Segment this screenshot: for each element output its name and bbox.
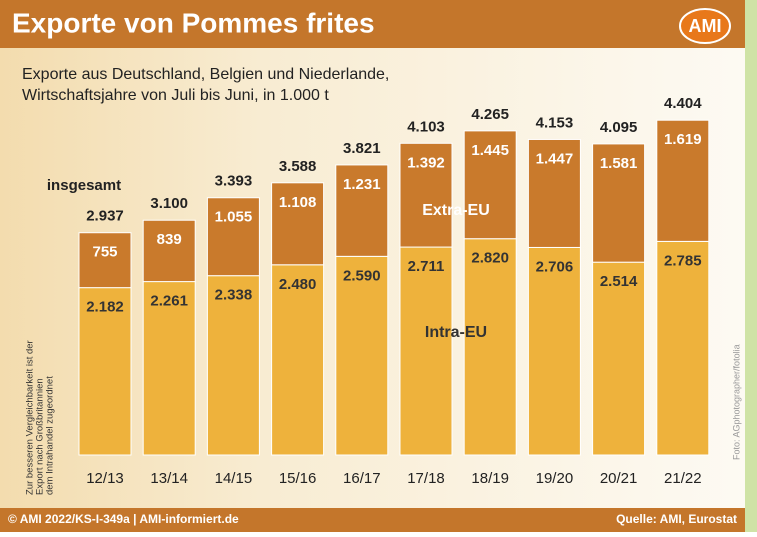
subtitle: Wirtschaftsjahre von Juli bis Juni, in 1… bbox=[22, 87, 329, 104]
legend-label: Intra-EU bbox=[425, 324, 487, 341]
x-tick-label: 21/22 bbox=[664, 470, 702, 487]
x-tick-label: 13/14 bbox=[150, 470, 188, 487]
value-label: 1.392 bbox=[407, 154, 445, 171]
total-label: 4.404 bbox=[664, 95, 702, 112]
value-label: 1.581 bbox=[600, 155, 638, 172]
logo-text: AMI bbox=[689, 16, 722, 36]
footer-copyright: © AMI 2022/KS-I-349a | AMI-informiert.de bbox=[8, 512, 239, 526]
value-label: 2.785 bbox=[664, 252, 702, 269]
value-label: 2.261 bbox=[150, 293, 188, 310]
value-label: 1.445 bbox=[471, 142, 509, 159]
bar-segment bbox=[657, 241, 709, 455]
bar-segment bbox=[400, 247, 452, 455]
value-label: 839 bbox=[157, 231, 182, 248]
value-label: 1.055 bbox=[215, 209, 253, 226]
value-label: 1.231 bbox=[343, 176, 381, 193]
value-label: 2.182 bbox=[86, 299, 124, 316]
value-label: 2.820 bbox=[471, 250, 509, 267]
value-label: 2.338 bbox=[215, 287, 253, 304]
bar-segment bbox=[593, 262, 645, 455]
chart: Exporte von Pommes frites AMI Exporte au… bbox=[0, 0, 757, 532]
value-label: 2.514 bbox=[600, 273, 638, 290]
x-tick-label: 16/17 bbox=[343, 470, 381, 487]
value-label: 2.480 bbox=[279, 276, 317, 293]
total-label: 4.095 bbox=[600, 119, 638, 136]
x-tick-label: 12/13 bbox=[86, 470, 124, 487]
bar-segment bbox=[272, 265, 324, 455]
bar-segment bbox=[143, 220, 195, 281]
total-label: 4.265 bbox=[471, 106, 509, 123]
footer-source: Quelle: AMI, Eurostat bbox=[616, 512, 737, 526]
total-label: 4.153 bbox=[536, 114, 574, 131]
x-tick-label: 18/19 bbox=[471, 470, 509, 487]
total-label: 3.821 bbox=[343, 140, 381, 157]
total-label: 2.937 bbox=[86, 208, 124, 225]
total-label: 3.588 bbox=[279, 158, 317, 175]
x-tick-label: 17/18 bbox=[407, 470, 445, 487]
x-tick-label: 20/21 bbox=[600, 470, 638, 487]
subtitle: Exporte aus Deutschland, Belgien und Nie… bbox=[22, 66, 389, 83]
total-label: 3.393 bbox=[215, 173, 253, 190]
value-label: 1.447 bbox=[536, 150, 574, 167]
x-tick-label: 15/16 bbox=[279, 470, 317, 487]
photo-credit: Foto: AGphotographer/fotolia bbox=[731, 344, 741, 460]
chart-title: Exporte von Pommes frites bbox=[12, 7, 375, 38]
note: dem Intrahandel zugeordnet bbox=[45, 376, 56, 495]
total-label: 4.103 bbox=[407, 118, 445, 135]
legend-label: Extra-EU bbox=[422, 202, 490, 219]
x-tick-label: 14/15 bbox=[215, 470, 253, 487]
bar-segment bbox=[336, 256, 388, 455]
value-label: 1.619 bbox=[664, 131, 702, 148]
value-label: 2.590 bbox=[343, 267, 381, 284]
bar-segment bbox=[464, 239, 516, 455]
value-label: 2.711 bbox=[408, 258, 445, 275]
bar-segment bbox=[528, 247, 580, 455]
value-label: 755 bbox=[92, 244, 117, 261]
value-label: 1.108 bbox=[279, 194, 317, 211]
totals-label: insgesamt bbox=[47, 177, 121, 194]
value-label: 2.706 bbox=[536, 258, 574, 275]
total-label: 3.100 bbox=[150, 195, 188, 212]
x-tick-label: 19/20 bbox=[536, 470, 574, 487]
photo-credit-group: Foto: AGphotographer/fotolia bbox=[731, 344, 741, 460]
